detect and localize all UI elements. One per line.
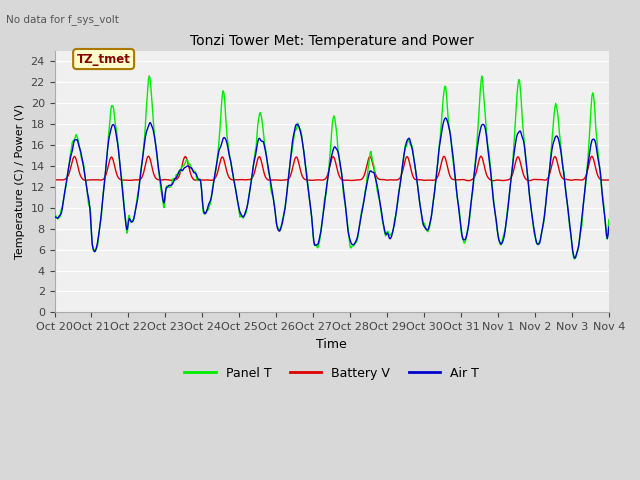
- Text: No data for f_sys_volt: No data for f_sys_volt: [6, 14, 119, 25]
- Y-axis label: Temperature (C) / Power (V): Temperature (C) / Power (V): [15, 104, 25, 259]
- Title: Tonzi Tower Met: Temperature and Power: Tonzi Tower Met: Temperature and Power: [190, 34, 474, 48]
- X-axis label: Time: Time: [316, 337, 347, 351]
- Legend: Panel T, Battery V, Air T: Panel T, Battery V, Air T: [179, 361, 484, 384]
- Text: TZ_tmet: TZ_tmet: [77, 52, 131, 66]
